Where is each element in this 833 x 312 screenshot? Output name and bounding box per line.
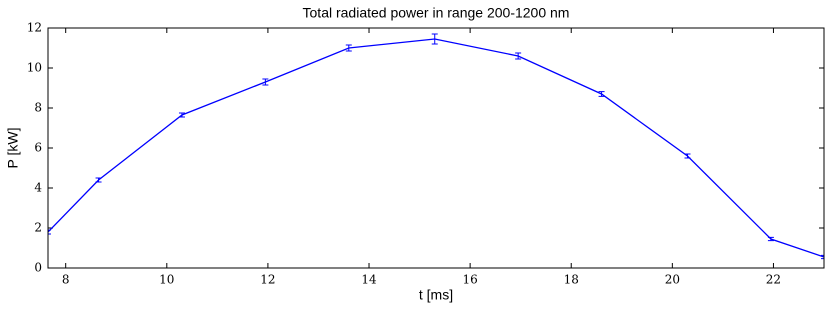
x-tick-label: 12 [260,273,275,287]
x-tick-label: 18 [564,273,579,287]
y-tick-label: 10 [27,61,42,75]
plot-frame [47,27,825,269]
y-tick-label: 8 [34,101,42,115]
error-bar [95,177,102,183]
error-bar [178,112,185,118]
chart-title: Total radiated power in range 200-1200 n… [303,5,570,21]
x-tick-label: 22 [766,273,781,287]
x-axis-label: t [ms] [419,287,453,303]
error-bar [262,78,269,86]
error-bar [767,236,774,242]
y-axis-label: P [kW] [5,128,21,169]
error-bar [48,229,51,235]
error-bar [821,254,824,260]
series [48,33,824,260]
x-tick-label: 8 [62,273,70,287]
y-tick-label: 12 [27,21,42,35]
error-bar [515,52,522,60]
error-bar [598,91,605,97]
x-tick-label: 10 [159,273,174,287]
y-tick-label: 4 [34,181,42,195]
x-tick-label: 16 [462,273,477,287]
y-tick-label: 0 [34,261,42,275]
error-bar [345,44,352,52]
error-bar [684,153,691,159]
error-bar [431,33,438,45]
line [48,38,824,258]
y-tick-label: 2 [34,221,42,235]
x-tick-label: 20 [665,273,680,287]
y-tick-label: 6 [34,141,42,155]
x-tick-label: 14 [361,273,377,287]
